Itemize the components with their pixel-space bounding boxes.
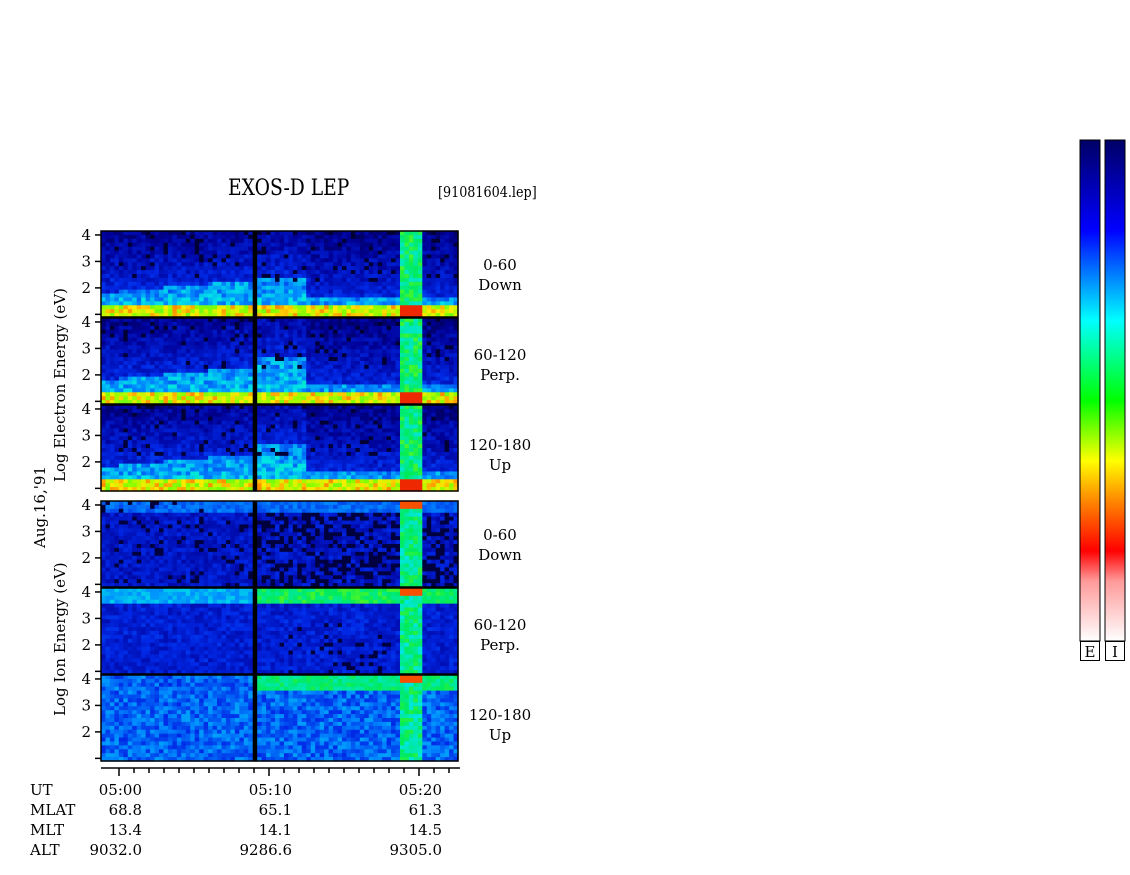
mlat-value: 68.8 (108, 801, 142, 819)
channel-label-electron-up: 120-180 Up (468, 436, 532, 474)
spectrogram-panel (100, 500, 459, 588)
y-tick-label: 4 (81, 670, 91, 688)
spectrogram-panel (100, 317, 459, 405)
panel-frame (100, 404, 459, 492)
y-tick-label: 2 (81, 636, 91, 654)
y-tick-label: 3 (81, 522, 91, 540)
y-tick-label: 4 (81, 313, 91, 331)
channel-label-electron-down: 0-60 Down (478, 256, 522, 294)
ion-axis-label: Log Ion Energy (eV) (51, 562, 69, 716)
y-tick-label: 2 (81, 549, 91, 567)
spectrogram-panel (100, 230, 459, 318)
footer-label-alt: ALT (30, 841, 60, 859)
panel-frame (100, 587, 459, 675)
mlat-value: 65.1 (258, 801, 292, 819)
panel-frame (100, 230, 459, 318)
alt-value: 9305.0 (389, 841, 443, 859)
colorbar-electron (1079, 139, 1101, 642)
y-tick-label: 2 (81, 366, 91, 384)
colorbar-label-electron: E (1080, 641, 1100, 661)
y-tick-label: 3 (81, 339, 91, 357)
y-tick-label: 4 (81, 400, 91, 418)
y-tick-label: 3 (81, 609, 91, 627)
panel-frame (100, 674, 459, 762)
channel-label-ion-down: 0-60 Down (478, 526, 522, 564)
date-label: Aug.16,'91 (31, 466, 49, 548)
spectrogram-panel (100, 674, 459, 762)
channel-label-ion-perp: 60-120 Perp. (473, 616, 527, 654)
y-tick-label: 2 (81, 279, 91, 297)
footer-label-mlt: MLT (30, 821, 65, 839)
spectrogram-panel (100, 587, 459, 675)
channel-label-electron-perp: 60-120 Perp. (473, 346, 527, 384)
alt-value: 9032.0 (89, 841, 143, 859)
colorbar-ion (1104, 139, 1126, 642)
y-tick-label: 3 (81, 696, 91, 714)
footer-label-mlat: MLAT (30, 801, 76, 819)
chart-title: EXOS-D LEP (228, 176, 350, 201)
panel-frame (100, 500, 459, 588)
panel-frame (100, 317, 459, 405)
alt-value: 9286.6 (239, 841, 293, 859)
y-tick-label: 4 (81, 496, 91, 514)
ut-value: 05:20 (398, 781, 442, 799)
mlt-value: 14.1 (258, 821, 292, 839)
y-tick-label: 3 (81, 426, 91, 444)
spectrogram-panel (100, 404, 459, 492)
electron-axis-label: Log Electron Energy (eV) (51, 288, 69, 482)
y-tick-label: 4 (81, 226, 91, 244)
file-name: [91081604.lep] (438, 183, 537, 201)
ut-value: 05:10 (248, 781, 292, 799)
y-tick-label: 3 (81, 252, 91, 270)
y-tick-label: 4 (81, 583, 91, 601)
footer-label-ut: UT (30, 781, 53, 799)
mlat-value: 61.3 (408, 801, 442, 819)
y-tick-label: 2 (81, 453, 91, 471)
y-tick-label: 2 (81, 723, 91, 741)
ut-value: 05:00 (98, 781, 142, 799)
channel-label-ion-up: 120-180 Up (468, 706, 532, 744)
colorbar-label-ion: I (1105, 641, 1125, 661)
mlt-value: 14.5 (408, 821, 442, 839)
mlt-value: 13.4 (108, 821, 142, 839)
